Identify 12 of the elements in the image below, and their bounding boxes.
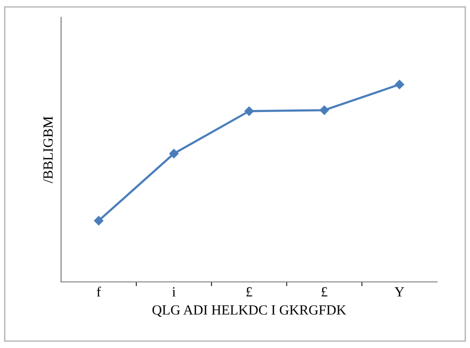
x-tick-label: f (96, 286, 102, 296)
point (320, 106, 329, 115)
x-tick-label: £ (246, 287, 252, 296)
point (94, 216, 104, 226)
point (244, 106, 254, 116)
x-tick-label: £ (322, 287, 328, 296)
y-axis-title: /BBLIGBM (43, 116, 53, 184)
x-axis-title: QLG ADI HELKDC I GKRGFDK (152, 305, 346, 317)
point (394, 80, 404, 90)
x-tick-label: Y (394, 287, 404, 296)
point (169, 148, 179, 158)
x-tick-label: i (172, 287, 176, 296)
